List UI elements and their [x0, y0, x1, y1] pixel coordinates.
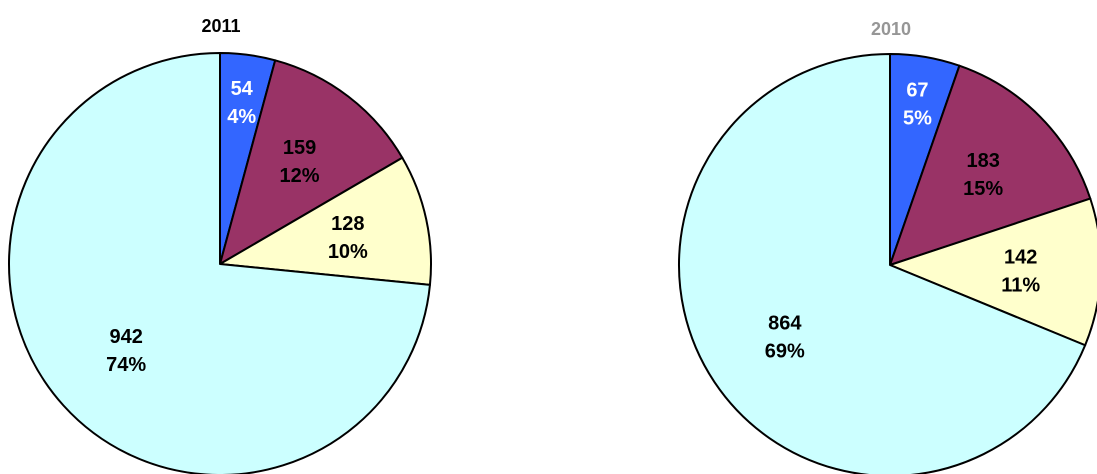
pie-slice-142 [889, 197, 1097, 347]
slice-value-label: 67 [906, 80, 928, 102]
slice-value-label: 159 [283, 137, 316, 159]
slice-percent-label: 4% [227, 106, 256, 128]
slice-value-label: 128 [331, 213, 364, 235]
pie-chart-2010: 2010 67 5% 183 15% 142 11% 864 69% [678, 19, 1097, 474]
pie-slice-128 [219, 156, 432, 286]
slice-percent-label: 12% [280, 165, 320, 187]
slice-percent-label: 10% [328, 241, 368, 263]
slice-value-label: 864 [768, 312, 802, 334]
slice-percent-label: 11% [1001, 275, 1040, 297]
slice-value-label: 942 [109, 326, 142, 348]
pie-slice-864 [678, 53, 1087, 474]
slice-percent-label: 15% [963, 178, 1003, 200]
chart-title: 2010 [871, 19, 911, 39]
slice-value-label: 54 [231, 78, 254, 100]
pie-slice-159 [219, 59, 404, 265]
pie-slice-942 [8, 52, 431, 474]
pie-chart-2011: 2011 54 4% 159 12% 128 10% 942 74% [8, 16, 432, 474]
slice-value-label: 142 [1004, 247, 1037, 269]
slice-percent-label: 74% [106, 354, 146, 376]
slice-percent-label: 69% [765, 340, 805, 362]
slice-value-label: 183 [967, 150, 1000, 172]
slice-percent-label: 5% [903, 108, 932, 130]
chart-title: 2011 [201, 16, 240, 36]
